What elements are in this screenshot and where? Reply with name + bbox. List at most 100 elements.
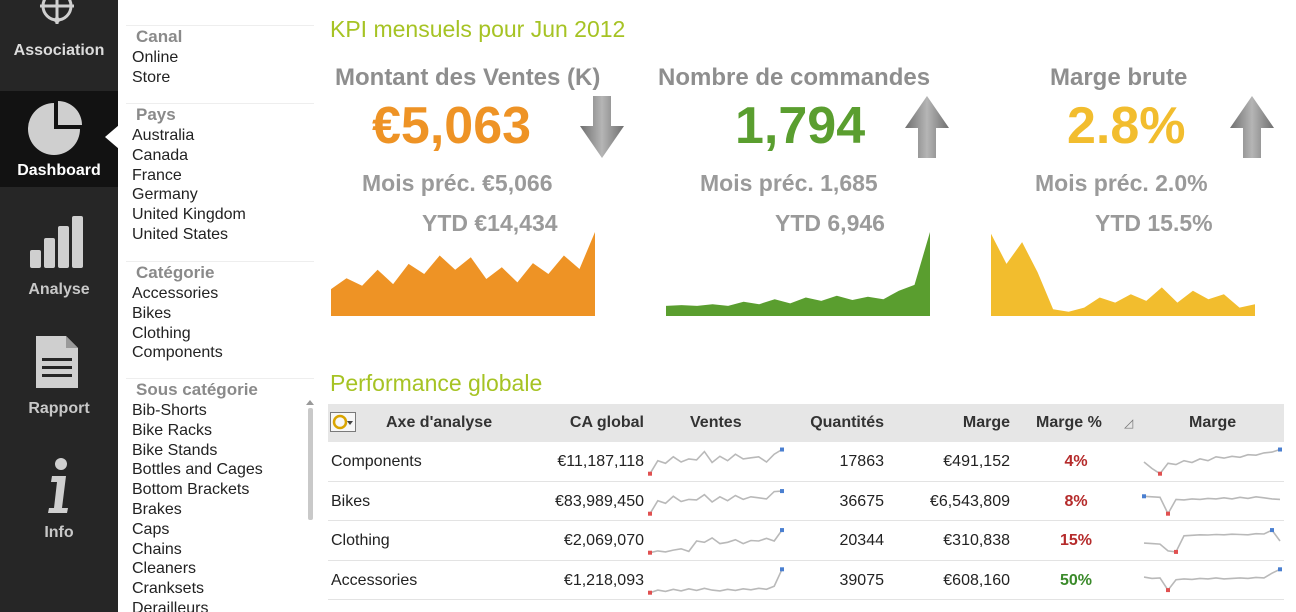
- filter-item[interactable]: Store: [132, 68, 171, 86]
- kpi-area-chart: [991, 233, 1255, 316]
- filter-item[interactable]: Bottom Brackets: [132, 481, 250, 499]
- nav-label-analyse: Analyse: [28, 281, 90, 298]
- nav-item-info[interactable]: Info: [0, 448, 118, 558]
- ventes-sparkline: [648, 528, 784, 555]
- col-header-quantites[interactable]: Quantités: [810, 414, 884, 431]
- sparkline-max-dot: [1270, 528, 1274, 533]
- filter-group-pays: Pays Australia Canada France Germany Uni…: [126, 103, 314, 245]
- arrow-up-icon: [905, 96, 949, 165]
- kpi-area-chart: [666, 232, 930, 316]
- filter-item[interactable]: France: [132, 166, 182, 184]
- cell-marge-pct: 15%: [1059, 532, 1093, 550]
- table-row[interactable]: Accessories €1,218,093 39075 €608,160 50…: [328, 561, 1284, 601]
- col-header-ca[interactable]: CA global: [569, 414, 644, 431]
- sparkline-path: [649, 529, 783, 554]
- kpi-card-commandes: Nombre de commandes 1,794 Mois préc. 1,6…: [655, 52, 955, 364]
- kpi-value: €5,063: [372, 97, 532, 155]
- document-icon: [0, 336, 118, 395]
- cell-axis: Components: [331, 453, 422, 470]
- filter-item[interactable]: United States: [132, 225, 229, 243]
- cell-ca: €1,218,093: [563, 571, 644, 589]
- filter-item[interactable]: Bike Racks: [132, 421, 213, 439]
- pie-chart-icon: [0, 99, 118, 160]
- filter-item[interactable]: Derailleurs: [132, 599, 209, 612]
- sparkline-min-dot: [648, 471, 652, 476]
- filter-item[interactable]: Chains: [132, 540, 182, 558]
- filter-item[interactable]: Online: [132, 49, 179, 66]
- cell-quantites: 36675: [839, 492, 885, 510]
- cell-axis: Clothing: [331, 532, 390, 550]
- filter-item[interactable]: United Kingdom: [132, 206, 246, 224]
- cell-ca: €2,069,070: [563, 532, 644, 550]
- nav-label-association: Association: [13, 42, 105, 59]
- filter-panel: Canal Online Store Pays Australia Canada…: [118, 0, 318, 612]
- sparkline-path: [1143, 495, 1281, 516]
- filter-item[interactable]: Bike Stands: [132, 441, 218, 459]
- perf-section-title: Performance globale: [330, 370, 543, 396]
- nav-item-dashboard[interactable]: Dashboard: [0, 91, 119, 187]
- filter-item[interactable]: Cranksets: [132, 580, 205, 598]
- filter-group-canal: Canal Online Store: [126, 25, 314, 88]
- filter-item[interactable]: Germany: [132, 186, 198, 204]
- cell-axis: Bikes: [331, 492, 371, 510]
- cell-marge-pct: 4%: [1064, 453, 1088, 470]
- ventes-sparkline: [648, 567, 784, 595]
- filter-item[interactable]: Cleaners: [132, 560, 197, 578]
- sparkline-path: [1143, 568, 1281, 592]
- col-header-marge-spark[interactable]: Marge: [1189, 414, 1237, 431]
- table-row[interactable]: Bikes €83,989,450 36675 €6,543,809 8%: [328, 482, 1284, 522]
- filter-item[interactable]: Caps: [132, 520, 170, 538]
- sparkline-path: [1143, 529, 1281, 553]
- filter-item[interactable]: Canada: [132, 146, 189, 164]
- nav-label-dashboard: Dashboard: [17, 162, 101, 179]
- nav-item-analyse[interactable]: Analyse: [0, 200, 118, 310]
- sparkline-min-dot: [1166, 587, 1170, 592]
- sparkline-path: [1143, 448, 1281, 475]
- col-header-marge[interactable]: Marge: [962, 414, 1010, 431]
- sparkline-min-dot: [1174, 550, 1178, 555]
- arrow-down-icon: [580, 96, 624, 165]
- sparkline-min-dot: [648, 550, 652, 555]
- filter-item[interactable]: Components: [132, 344, 223, 362]
- selection-tool-icon[interactable]: [330, 412, 356, 432]
- sparkline-min-dot: [1166, 511, 1170, 516]
- cell-marge: €491,152: [943, 453, 1010, 470]
- kpi-ytd: YTD 6,946: [775, 210, 885, 236]
- filter-item[interactable]: Brakes: [132, 500, 182, 518]
- active-nav-pointer: [105, 125, 119, 149]
- table-row[interactable]: Components €11,187,118 17863 €491,152 4%: [328, 442, 1284, 482]
- filter-title: Pays: [136, 105, 176, 124]
- sparkline-min-dot: [1158, 471, 1162, 476]
- left-nav: Association Dashboard Analyse: [0, 0, 119, 612]
- filter-scrollbar[interactable]: [308, 408, 313, 520]
- cell-quantites: 39075: [839, 571, 885, 589]
- filter-item[interactable]: Accessories: [132, 285, 219, 302]
- scroll-up-arrow[interactable]: [306, 400, 314, 405]
- col-header-marge-pct[interactable]: Marge %: [1036, 414, 1102, 431]
- filter-item[interactable]: Bikes: [132, 304, 172, 322]
- kpi-area-chart: [331, 232, 595, 316]
- nav-item-rapport[interactable]: Rapport: [0, 320, 118, 430]
- filter-title: Catégorie: [136, 263, 215, 282]
- kpi-section-title: KPI mensuels pour Jun 2012: [330, 16, 626, 42]
- sort-icon[interactable]: ◿: [1124, 416, 1134, 430]
- filter-item[interactable]: Clothing: [132, 324, 191, 342]
- filter-item[interactable]: Bib-Shorts: [132, 402, 207, 419]
- kpi-title: Montant des Ventes (K): [335, 64, 601, 91]
- nav-item-association[interactable]: Association: [0, 0, 118, 90]
- table-row[interactable]: Clothing €2,069,070 20344 €310,838 15%: [328, 521, 1284, 561]
- col-header-axis[interactable]: Axe d'analyse: [386, 414, 493, 431]
- col-header-ventes[interactable]: Ventes: [690, 414, 742, 431]
- sparkline-max-dot: [1142, 493, 1146, 498]
- marge-sparkline: [1143, 528, 1281, 555]
- ventes-sparkline: [648, 488, 784, 516]
- table-header: Axe d'analyse CA global Ventes Quantités…: [328, 404, 1284, 442]
- cell-ca: €83,989,450: [555, 492, 644, 510]
- filter-group-categorie: Catégorie Accessories Bikes Clothing Com…: [126, 261, 314, 363]
- cell-axis: Accessories: [331, 571, 418, 589]
- filter-title: Sous catégorie: [136, 380, 258, 399]
- nav-label-info: Info: [44, 524, 74, 541]
- filter-item[interactable]: Bottles and Cages: [132, 461, 263, 479]
- sparkline-path: [649, 568, 783, 594]
- filter-item[interactable]: Australia: [132, 127, 195, 144]
